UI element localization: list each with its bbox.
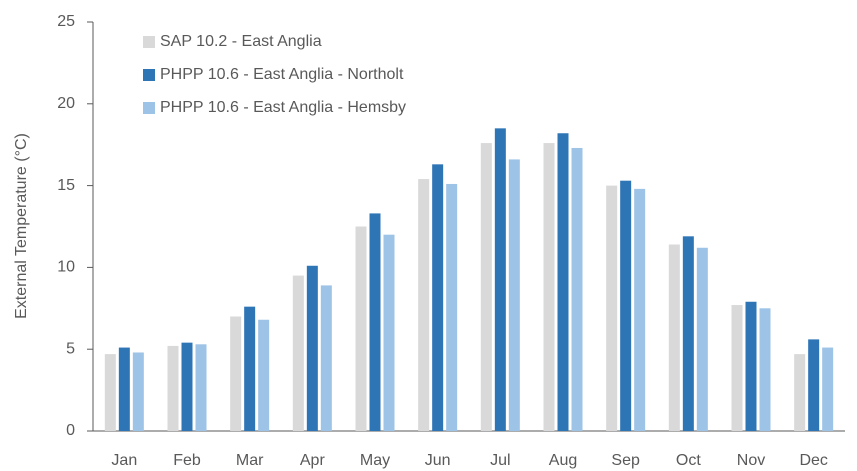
bar — [181, 342, 193, 431]
x-tick-label: Dec — [799, 452, 827, 469]
y-tick-label: 5 — [66, 340, 75, 357]
legend-swatch — [143, 102, 155, 114]
x-tick-label: May — [360, 452, 390, 469]
bar — [682, 236, 694, 431]
bar — [118, 347, 130, 431]
y-tick-label: 0 — [66, 422, 75, 439]
bar — [195, 344, 207, 431]
bar — [668, 244, 680, 431]
bar — [418, 179, 430, 431]
x-tick-label: Nov — [737, 452, 765, 469]
bar — [369, 213, 381, 431]
bar — [258, 319, 270, 431]
bar — [620, 180, 632, 431]
bar — [104, 354, 116, 431]
legend-swatch — [143, 36, 155, 48]
bar — [355, 226, 367, 431]
bar — [822, 347, 834, 431]
y-axis-label: External Temperature (°C) — [13, 133, 30, 319]
x-tick-label: Jun — [425, 452, 451, 469]
bar — [745, 301, 757, 431]
bar — [571, 147, 583, 432]
x-tick-label: Oct — [676, 452, 701, 469]
y-tick-label: 25 — [57, 13, 75, 30]
legend-label: PHPP 10.6 - East Anglia - Hemsby — [160, 99, 406, 116]
x-tick-label: Jan — [111, 452, 137, 469]
y-tick-label: 15 — [57, 177, 75, 194]
bar — [634, 188, 646, 431]
y-tick-label: 10 — [57, 259, 75, 276]
x-tick-label: Sep — [611, 452, 640, 469]
bar — [731, 305, 743, 431]
x-tick-label: Apr — [300, 452, 326, 469]
bar — [543, 143, 555, 431]
x-tick-label: Jul — [490, 452, 510, 469]
bar — [759, 308, 771, 431]
bar — [320, 285, 332, 431]
x-tick-label: Feb — [173, 452, 201, 469]
bar — [494, 128, 506, 431]
bar — [383, 234, 395, 431]
legend-label: SAP 10.2 - East Anglia — [160, 33, 322, 50]
bar — [167, 345, 179, 431]
bar — [230, 316, 242, 431]
bar — [696, 247, 708, 431]
bar — [292, 275, 304, 431]
legend-swatch — [143, 69, 155, 81]
bar — [508, 159, 520, 431]
bar — [606, 185, 618, 431]
bar — [306, 265, 318, 431]
y-tick-label: 20 — [57, 95, 75, 112]
bar — [794, 354, 806, 431]
bar — [244, 306, 256, 431]
bar — [446, 183, 458, 431]
bar — [132, 352, 144, 431]
legend-label: PHPP 10.6 - East Anglia - Northolt — [160, 66, 404, 83]
bar — [808, 339, 820, 431]
bar — [557, 133, 569, 432]
x-tick-label: Aug — [549, 452, 577, 469]
x-tick-label: Mar — [236, 452, 264, 469]
bar — [432, 164, 444, 431]
bar — [480, 143, 492, 431]
